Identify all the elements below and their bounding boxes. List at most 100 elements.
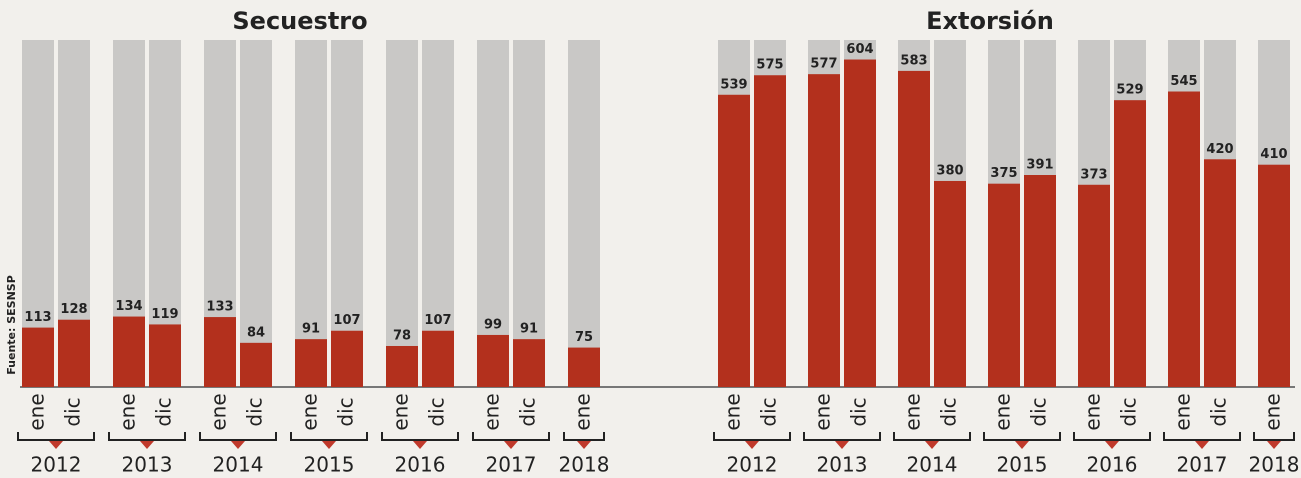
value-label: 391 <box>1026 158 1053 173</box>
year-marker <box>745 441 759 449</box>
category-label: dic <box>1117 397 1141 426</box>
bar <box>295 339 327 387</box>
year-bracket <box>983 432 1061 441</box>
year-label: 2018 <box>559 453 610 477</box>
bar <box>754 75 786 387</box>
value-label: 380 <box>936 163 963 178</box>
year-bracket <box>199 432 277 441</box>
year-bracket <box>563 432 605 441</box>
category-label: ene <box>116 393 140 430</box>
bar-track <box>240 40 272 387</box>
chart-title: Secuestro <box>232 7 367 35</box>
category-label: ene <box>1261 393 1285 430</box>
bar-track <box>386 40 418 387</box>
value-label: 113 <box>24 310 51 325</box>
bar-track <box>513 40 545 387</box>
bar <box>513 339 545 387</box>
year-marker <box>1105 441 1119 449</box>
chart-title: Extorsión <box>926 7 1054 35</box>
value-label: 78 <box>393 328 411 343</box>
category-label: dic <box>937 397 961 426</box>
category-label: dic <box>847 397 871 426</box>
bar <box>113 316 145 387</box>
value-label: 99 <box>484 317 502 332</box>
bar <box>149 324 181 387</box>
category-label: dic <box>1207 397 1231 426</box>
year-label: 2014 <box>213 453 264 477</box>
bar <box>386 345 418 387</box>
value-label: 75 <box>575 330 593 345</box>
value-label: 539 <box>720 77 747 92</box>
value-label: 604 <box>846 42 873 57</box>
year-marker <box>1195 441 1209 449</box>
year-marker <box>231 441 245 449</box>
category-label: ene <box>207 393 231 430</box>
bar-track <box>568 40 600 387</box>
year-label: 2013 <box>817 453 868 477</box>
category-label: dic <box>516 397 540 426</box>
year-marker <box>504 441 518 449</box>
year-bracket <box>1253 432 1295 441</box>
category-label: ene <box>811 393 835 430</box>
category-label: dic <box>243 397 267 426</box>
value-label: 128 <box>60 302 87 317</box>
category-label: ene <box>25 393 49 430</box>
category-label: dic <box>1027 397 1051 426</box>
bar <box>988 183 1020 387</box>
value-label: 91 <box>302 322 320 337</box>
category-label: dic <box>757 397 781 426</box>
source: Fuente: SESNSP <box>5 275 18 375</box>
year-bracket <box>1073 432 1151 441</box>
bar <box>58 319 90 387</box>
year-bracket <box>108 432 186 441</box>
year-marker <box>413 441 427 449</box>
bar <box>568 347 600 387</box>
value-label: 529 <box>1116 83 1143 98</box>
value-label: 107 <box>333 313 360 328</box>
year-bracket <box>713 432 791 441</box>
value-label: 410 <box>1260 147 1287 162</box>
category-label: ene <box>991 393 1015 430</box>
year-label: 2017 <box>1177 453 1228 477</box>
year-label: 2016 <box>395 453 446 477</box>
category-label: ene <box>721 393 745 430</box>
category-label: ene <box>480 393 504 430</box>
year-bracket <box>803 432 881 441</box>
value-label: 420 <box>1206 142 1233 157</box>
year-label: 2012 <box>31 453 82 477</box>
value-label: 119 <box>151 307 178 322</box>
year-label: 2017 <box>486 453 537 477</box>
bar-track <box>422 40 454 387</box>
bar <box>844 59 876 388</box>
year-marker <box>140 441 154 449</box>
year-label: 2016 <box>1087 453 1138 477</box>
year-bracket <box>472 432 550 441</box>
year-marker <box>925 441 939 449</box>
value-label: 134 <box>115 299 142 314</box>
bar <box>1168 91 1200 387</box>
year-bracket <box>381 432 459 441</box>
value-label: 107 <box>424 313 451 328</box>
year-marker <box>1015 441 1029 449</box>
value-label: 583 <box>900 53 927 68</box>
year-label: 2013 <box>122 453 173 477</box>
value-label: 575 <box>756 58 783 73</box>
category-label: dic <box>152 397 176 426</box>
bar <box>331 330 363 387</box>
year-bracket <box>17 432 95 441</box>
category-label: ene <box>389 393 413 430</box>
year-marker <box>49 441 63 449</box>
bar <box>204 317 236 387</box>
category-label: dic <box>61 397 85 426</box>
year-label: 2015 <box>304 453 355 477</box>
category-label: ene <box>1171 393 1195 430</box>
bar-track <box>477 40 509 387</box>
year-bracket <box>893 432 971 441</box>
bar <box>477 334 509 387</box>
year-label: 2012 <box>727 453 778 477</box>
year-marker <box>1267 441 1281 449</box>
bar <box>1024 175 1056 387</box>
year-bracket <box>290 432 368 441</box>
